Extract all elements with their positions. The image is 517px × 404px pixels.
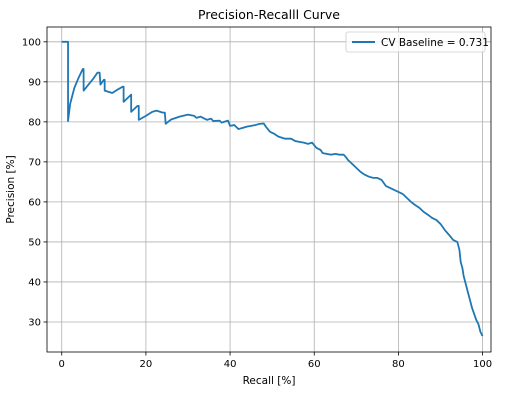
y-tick-label: 80	[28, 117, 41, 128]
x-tick-label: 40	[224, 359, 237, 370]
y-tick-label: 50	[28, 237, 41, 248]
y-tick-label: 90	[28, 77, 41, 88]
legend-box	[345, 31, 486, 53]
series-line-0	[61, 40, 484, 337]
grid-layer	[47, 27, 491, 352]
x-axis-label: Recall [%]	[243, 375, 296, 387]
plot-frame	[46, 26, 492, 353]
x-tick-label: 60	[308, 359, 321, 370]
y-axis-label: Precision [%]	[5, 155, 17, 223]
y-tick-label: 60	[28, 197, 41, 208]
x-tick-label: 0	[59, 359, 65, 370]
y-tick-label: 30	[28, 317, 41, 328]
chart-title: Precision-Recalll Curve	[198, 7, 340, 22]
y-tick-label: 40	[28, 277, 41, 288]
legend: CV Baseline = 0.731	[345, 31, 489, 53]
series-layer	[61, 40, 484, 337]
x-tick-label: 20	[140, 359, 153, 370]
legend-label: CV Baseline = 0.731	[381, 37, 489, 49]
y-tick-label: 100	[22, 37, 41, 48]
x-tick-label: 80	[392, 359, 405, 370]
tick-layer: 0 20 40 60 80 100 30 40 50 60 70 80 90 100	[22, 37, 492, 370]
y-tick-label: 70	[28, 157, 41, 168]
x-tick-label: 100	[473, 359, 492, 370]
